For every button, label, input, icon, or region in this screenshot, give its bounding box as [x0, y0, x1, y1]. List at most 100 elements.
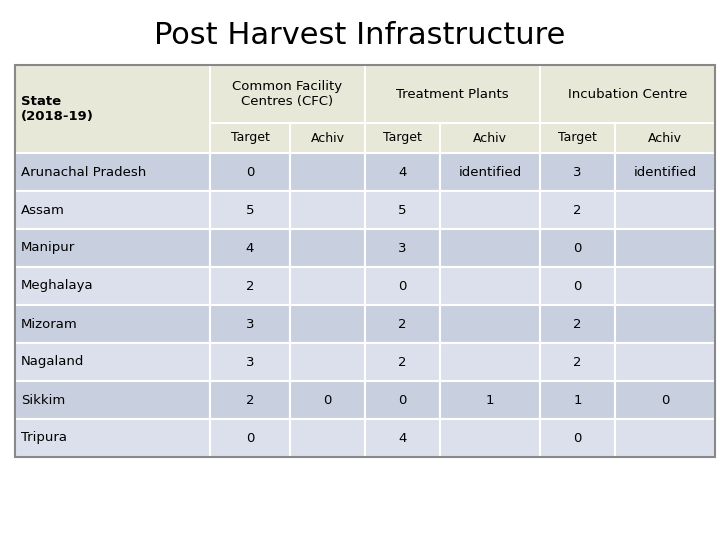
Text: 4: 4: [246, 241, 254, 254]
Bar: [210, 381, 290, 419]
Text: 0: 0: [573, 280, 582, 293]
Text: Achiv: Achiv: [648, 132, 682, 145]
Text: Assam: Assam: [21, 204, 65, 217]
Text: 2: 2: [573, 204, 582, 217]
Bar: [210, 305, 290, 343]
Bar: [290, 123, 365, 153]
Text: 4: 4: [398, 165, 407, 179]
Bar: [365, 343, 440, 381]
Text: 0: 0: [573, 431, 582, 444]
Bar: [440, 343, 540, 381]
Bar: [440, 419, 540, 457]
Bar: [15, 229, 210, 267]
Text: 5: 5: [246, 204, 254, 217]
Bar: [440, 191, 540, 229]
Text: 2: 2: [398, 355, 407, 368]
Text: Manipur: Manipur: [21, 241, 76, 254]
Text: identified: identified: [634, 165, 697, 179]
Text: Nagaland: Nagaland: [21, 355, 84, 368]
Bar: [440, 305, 540, 343]
Bar: [540, 343, 615, 381]
Text: 0: 0: [573, 241, 582, 254]
Bar: [365, 267, 440, 305]
Bar: [210, 343, 290, 381]
Bar: [365, 123, 440, 153]
Text: 2: 2: [246, 280, 254, 293]
Text: 2: 2: [398, 318, 407, 330]
Bar: [440, 381, 540, 419]
Bar: [615, 419, 715, 457]
Bar: [365, 419, 440, 457]
Bar: [365, 153, 440, 191]
Text: 2: 2: [246, 394, 254, 407]
Bar: [365, 191, 440, 229]
Bar: [615, 191, 715, 229]
Bar: [210, 153, 290, 191]
Text: identified: identified: [459, 165, 521, 179]
Text: Treatment Plants: Treatment Plants: [396, 87, 509, 100]
Bar: [365, 305, 440, 343]
Text: Incubation Centre: Incubation Centre: [568, 87, 687, 100]
Text: 0: 0: [246, 165, 254, 179]
Bar: [540, 229, 615, 267]
Text: Target: Target: [383, 132, 422, 145]
Bar: [290, 381, 365, 419]
Bar: [540, 305, 615, 343]
Text: 0: 0: [398, 394, 407, 407]
Bar: [290, 343, 365, 381]
Bar: [440, 267, 540, 305]
Bar: [290, 229, 365, 267]
Bar: [290, 191, 365, 229]
Bar: [15, 191, 210, 229]
Text: 2: 2: [573, 355, 582, 368]
Bar: [15, 381, 210, 419]
Bar: [540, 153, 615, 191]
Bar: [290, 267, 365, 305]
Text: Achiv: Achiv: [473, 132, 507, 145]
Bar: [540, 123, 615, 153]
Bar: [615, 381, 715, 419]
Bar: [15, 65, 715, 457]
Text: Mizoram: Mizoram: [21, 318, 78, 330]
Bar: [210, 267, 290, 305]
Bar: [210, 123, 290, 153]
Text: Meghalaya: Meghalaya: [21, 280, 94, 293]
Bar: [290, 153, 365, 191]
Text: Post Harvest Infrastructure: Post Harvest Infrastructure: [154, 21, 566, 50]
Bar: [290, 305, 365, 343]
Bar: [615, 153, 715, 191]
Text: 3: 3: [246, 355, 254, 368]
Bar: [540, 381, 615, 419]
Bar: [365, 381, 440, 419]
Bar: [615, 229, 715, 267]
Text: State
(2018-19): State (2018-19): [21, 95, 94, 123]
Bar: [15, 343, 210, 381]
Text: 5: 5: [398, 204, 407, 217]
Bar: [615, 123, 715, 153]
Bar: [15, 153, 210, 191]
Text: 0: 0: [246, 431, 254, 444]
Bar: [210, 191, 290, 229]
Text: Target: Target: [558, 132, 597, 145]
Bar: [15, 65, 210, 153]
Bar: [365, 65, 540, 123]
Bar: [615, 267, 715, 305]
Text: Common Facility
Centres (CFC): Common Facility Centres (CFC): [233, 80, 343, 108]
Bar: [210, 419, 290, 457]
Bar: [15, 267, 210, 305]
Text: 1: 1: [486, 394, 494, 407]
Text: 3: 3: [246, 318, 254, 330]
Bar: [540, 419, 615, 457]
Bar: [210, 229, 290, 267]
Text: 3: 3: [573, 165, 582, 179]
Bar: [615, 305, 715, 343]
Text: 0: 0: [661, 394, 669, 407]
Text: Achiv: Achiv: [310, 132, 344, 145]
Bar: [615, 343, 715, 381]
Text: 0: 0: [323, 394, 332, 407]
Bar: [290, 419, 365, 457]
Text: Arunachal Pradesh: Arunachal Pradesh: [21, 165, 146, 179]
Bar: [210, 65, 365, 123]
Text: Tripura: Tripura: [21, 431, 67, 444]
Text: 1: 1: [573, 394, 582, 407]
